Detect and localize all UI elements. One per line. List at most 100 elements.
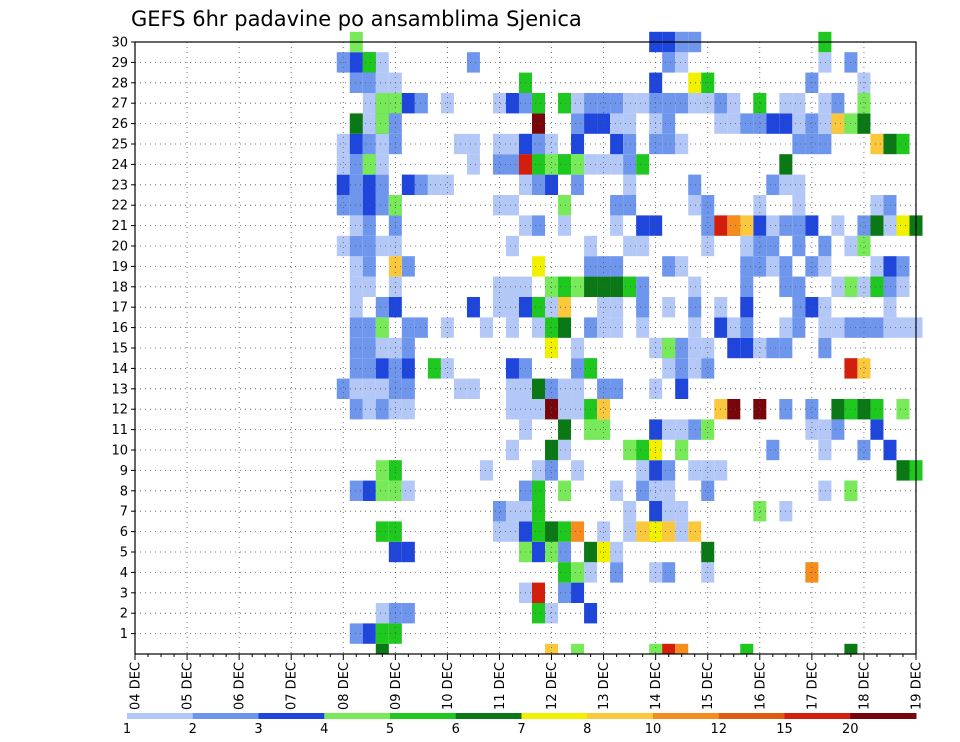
y-tick-label: 3 (120, 586, 128, 601)
precip-cell (792, 174, 806, 195)
colorbar-swatch (718, 713, 785, 719)
precip-cell (701, 460, 715, 481)
precip-cell (623, 133, 637, 155)
precip-cell (532, 460, 546, 481)
precip-cell (870, 276, 884, 297)
precip-cell (401, 603, 415, 624)
precip-cell (792, 93, 806, 114)
precip-cell (896, 317, 910, 338)
precip-cell (401, 480, 415, 501)
colorbar-legend: 1 2 3 4 5 6 7 8 10 12 15 20 (123, 713, 917, 737)
precip-cell (558, 541, 572, 563)
precip-cell (818, 419, 832, 440)
precip-cell (349, 378, 363, 399)
precip-cell (375, 195, 389, 216)
precip-cell (623, 154, 637, 175)
precip-cell (688, 358, 702, 379)
precip-cell (401, 399, 415, 420)
precip-cell (505, 501, 519, 522)
precip-cell (857, 235, 871, 257)
precip-cell (571, 113, 585, 134)
precip-cell (610, 154, 624, 175)
precip-cell (688, 72, 702, 93)
colorbar-label: 3 (254, 722, 262, 737)
precip-cell (662, 643, 676, 654)
precip-cell (349, 256, 363, 277)
precip-cell (336, 378, 350, 399)
precip-cell (492, 501, 506, 522)
precip-cell (753, 399, 767, 420)
colorbar-swatch (127, 713, 194, 719)
precip-cell (792, 113, 806, 134)
precip-cell (857, 276, 871, 297)
precip-cell (505, 133, 519, 155)
precip-cell (532, 174, 546, 195)
precip-cell (740, 317, 754, 338)
precip-cell (831, 93, 845, 114)
precip-cell (740, 235, 754, 257)
precip-cell (740, 297, 754, 318)
y-tick-label: 17 (111, 301, 128, 316)
precip-cell (870, 195, 884, 216)
precip-cell (623, 439, 637, 461)
precip-cell (766, 256, 780, 277)
precip-cell (597, 378, 611, 399)
precip-cell (375, 72, 389, 93)
y-tick-label: 25 (111, 138, 128, 153)
precip-cell (532, 399, 546, 420)
precip-cell (831, 215, 845, 236)
y-tick-label: 28 (111, 76, 128, 91)
precip-cell (610, 378, 624, 399)
precip-cell (610, 195, 624, 216)
precip-cell (675, 52, 689, 73)
precip-cell (675, 439, 689, 461)
precip-cell (727, 399, 741, 420)
precip-cell (623, 521, 637, 542)
precip-cell (701, 358, 715, 379)
precip-cell (545, 174, 559, 195)
precip-cell (505, 358, 519, 379)
precip-cell (636, 276, 650, 297)
precip-cell (610, 541, 624, 563)
precip-cell (571, 643, 585, 654)
precip-cell (466, 297, 480, 318)
precip-cell (505, 93, 519, 114)
precip-cell (753, 501, 767, 522)
precip-cell (610, 256, 624, 277)
colorbar-label: 2 (189, 722, 197, 737)
precip-cell (466, 133, 480, 155)
precip-cell (401, 541, 415, 563)
x-tick-label: 05 DEC (181, 662, 196, 710)
precip-cell (375, 154, 389, 175)
precip-cell (349, 52, 363, 73)
precip-cell (870, 215, 884, 236)
precip-cell (662, 297, 676, 318)
precip-cell (675, 643, 689, 654)
precip-cell (610, 480, 624, 501)
precip-cell (805, 399, 819, 420)
colorbar-swatch (521, 713, 588, 719)
precip-cell (558, 215, 572, 236)
precip-cell (558, 93, 572, 114)
precip-cell (831, 317, 845, 338)
precip-cell (675, 358, 689, 379)
precip-cell (610, 317, 624, 338)
precip-cell (792, 133, 806, 155)
precip-cell (532, 154, 546, 175)
precip-cell (753, 235, 767, 257)
precip-cell (532, 256, 546, 277)
precip-cell (597, 399, 611, 420)
precip-cell (701, 235, 715, 257)
precip-cell (636, 480, 650, 501)
x-tick-label: 09 DEC (389, 662, 404, 710)
colorbar-label: 20 (842, 722, 859, 737)
precip-cell (362, 154, 376, 175)
precip-cell (466, 378, 480, 399)
precip-cell (662, 133, 676, 155)
precip-cell (870, 317, 884, 338)
precip-cell (688, 419, 702, 440)
precip-cell (818, 133, 832, 155)
precip-cell (571, 133, 585, 155)
precip-cell (375, 174, 389, 195)
